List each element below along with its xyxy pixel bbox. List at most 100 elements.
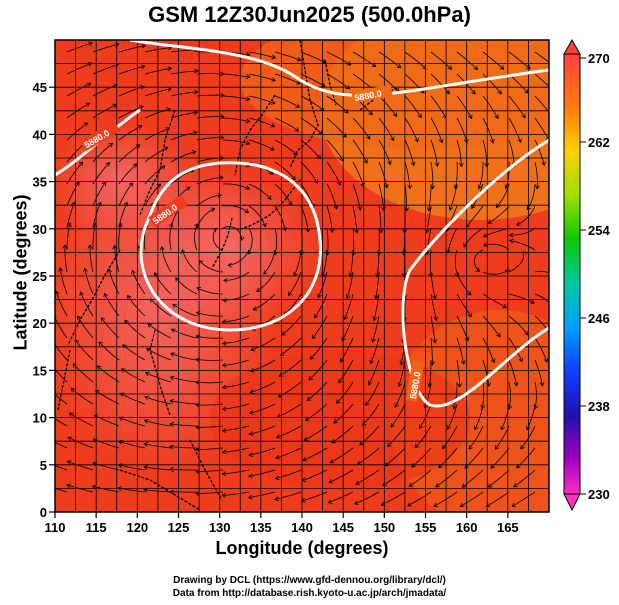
streamline-arrow	[497, 89, 502, 95]
streamline	[293, 249, 302, 277]
streamline	[146, 348, 172, 361]
streamline	[430, 51, 452, 70]
streamline	[534, 337, 548, 363]
streamline	[375, 271, 380, 299]
streamline-arrow	[249, 368, 255, 373]
streamline	[66, 181, 80, 207]
streamline-arrow	[98, 341, 104, 346]
streamline	[509, 227, 536, 236]
streamline-arrow	[275, 454, 280, 460]
streamline	[169, 223, 173, 251]
streamline-arrow	[333, 419, 338, 424]
streamline-arrow	[414, 443, 420, 449]
x-axis-ticks: 110 115 120 125 130 135 140 145 150 155 160 165	[45, 512, 519, 535]
streamline-arrow	[296, 80, 301, 85]
streamline	[144, 108, 171, 119]
streamline-arrow	[392, 112, 398, 118]
streamline-arrow	[490, 358, 496, 364]
streamline-arrow	[248, 410, 254, 415]
x-tick-label: 120	[126, 520, 148, 535]
streamline	[428, 360, 432, 387]
streamline	[461, 469, 484, 488]
streamline-arrow	[43, 436, 47, 440]
streamline-arrow	[482, 242, 488, 247]
streamline-arrow	[355, 480, 361, 485]
streamline	[281, 315, 302, 336]
streamline	[534, 117, 549, 142]
streamline-arrow	[473, 65, 479, 71]
streamline	[92, 162, 110, 185]
streamline-arrow	[339, 357, 345, 363]
streamline	[196, 447, 224, 450]
streamline	[150, 298, 172, 317]
streamline	[274, 117, 299, 132]
streamline	[144, 165, 166, 185]
streamline	[390, 403, 406, 428]
streamline	[326, 51, 351, 66]
streamline	[250, 359, 276, 372]
streamline	[182, 249, 198, 273]
streamline	[372, 315, 380, 343]
streamline	[505, 161, 510, 189]
streamline	[456, 337, 465, 365]
streamline-arrow	[464, 464, 469, 469]
streamline-arrow	[467, 312, 472, 318]
streamline	[147, 323, 172, 339]
streamline	[373, 293, 380, 321]
streamline-arrow	[137, 125, 143, 130]
streamline	[95, 390, 120, 405]
streamline-arrow	[490, 464, 495, 469]
streamline-arrow	[515, 221, 521, 226]
streamline-arrow	[117, 222, 123, 228]
x-tick-label: 155	[415, 520, 437, 535]
streamline-arrow	[245, 185, 251, 190]
streamline-arrow	[172, 303, 177, 309]
streamline	[172, 303, 198, 317]
streamline-arrow	[195, 491, 200, 496]
streamline	[154, 272, 172, 295]
colorbar-tick-label: 262	[588, 135, 610, 150]
streamline-arrow	[333, 205, 339, 210]
streamline-arrow	[461, 483, 467, 488]
streamline	[66, 223, 71, 250]
streamline	[534, 359, 543, 386]
streamline-arrow	[338, 378, 343, 384]
streamline-arrow	[453, 184, 459, 190]
streamline-arrow	[327, 499, 333, 504]
streamline	[300, 51, 326, 64]
streamline-arrow	[346, 61, 352, 66]
streamline	[326, 205, 333, 233]
streamline-arrow	[196, 287, 202, 292]
streamline-arrow	[271, 77, 276, 82]
streamline-arrow	[274, 475, 280, 481]
streamline-arrow	[452, 404, 457, 410]
streamline	[508, 381, 511, 409]
streamline-arrow	[248, 452, 253, 457]
streamline	[404, 117, 419, 142]
streamline-arrow	[143, 419, 149, 424]
streamline-arrow	[244, 208, 249, 214]
streamline	[161, 246, 172, 273]
streamline-arrow	[252, 306, 258, 311]
streamline-arrow	[378, 229, 384, 234]
streamline-arrow	[249, 389, 255, 394]
streamline-arrow	[62, 244, 68, 249]
streamline	[55, 291, 68, 317]
streamline-arrow	[556, 276, 560, 280]
streamline	[279, 359, 302, 377]
streamline	[121, 368, 146, 383]
streamline	[426, 205, 432, 233]
streamline-arrow	[169, 421, 174, 427]
streamline	[169, 468, 197, 471]
streamline	[97, 365, 120, 383]
streamline-arrow	[51, 338, 55, 342]
streamline	[194, 223, 198, 251]
streamline-arrow	[366, 135, 371, 140]
streamline	[376, 249, 380, 277]
streamline-arrow	[384, 462, 389, 467]
streamline	[352, 205, 358, 233]
streamline	[77, 315, 94, 339]
streamline-arrow	[222, 297, 227, 303]
streamline-arrow	[368, 110, 373, 116]
streamline-arrow	[94, 390, 100, 395]
